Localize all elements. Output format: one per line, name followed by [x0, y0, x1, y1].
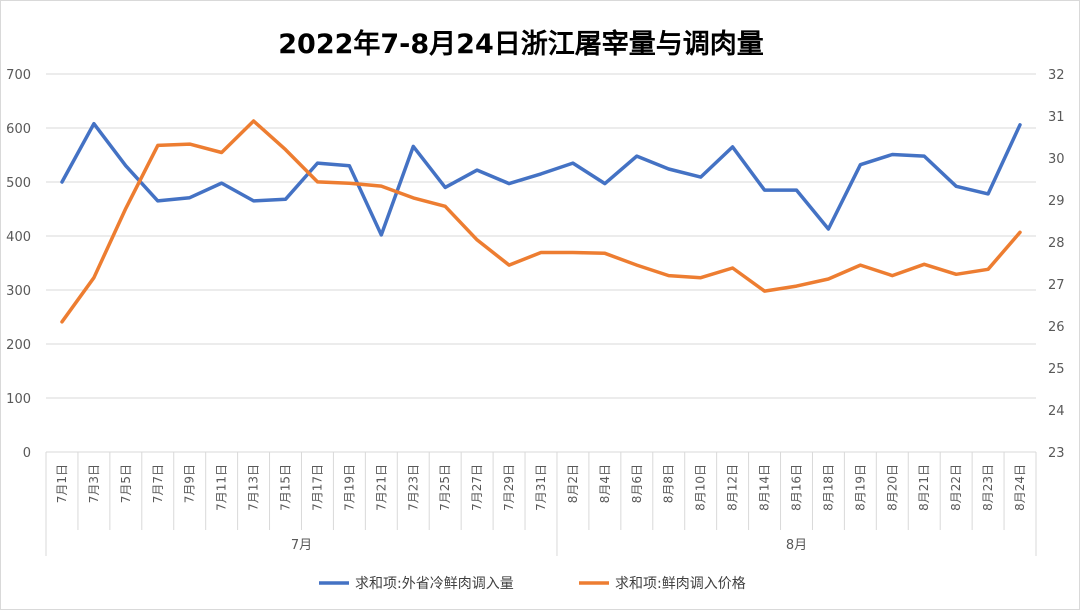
x-tick-label: 7月1日 — [55, 464, 69, 503]
x-group-label: 7月 — [291, 538, 312, 553]
x-tick-label: 7月31日 — [534, 464, 548, 511]
series-layer — [60, 119, 1022, 324]
right-tick-label: 30 — [1048, 152, 1065, 167]
grid-lines — [46, 73, 1036, 453]
x-tick-label: 7月27日 — [470, 464, 484, 511]
right-tick-label: 29 — [1048, 194, 1065, 209]
x-tick-label: 7月21日 — [374, 464, 388, 511]
x-tick-label: 7月25日 — [438, 464, 452, 511]
right-tick-label: 31 — [1048, 110, 1065, 125]
x-axis: 7月1日 7月3日 7月5日 7月7日 7月9日 7月11日 7月13日 7月15日 7月17日… — [45, 452, 1037, 556]
right-axis-ticks: 23 24 25 26 27 28 29 30 31 32 — [1048, 68, 1065, 461]
x-tick-label: 8月22日 — [949, 464, 963, 511]
x-tick-label: 8月21日 — [917, 464, 931, 511]
series-line-1 — [60, 121, 1022, 237]
x-group-label: 8月 — [786, 538, 807, 553]
series-line-2 — [60, 119, 1022, 324]
right-tick-label: 24 — [1048, 404, 1065, 419]
left-tick-label: 0 — [23, 446, 31, 461]
left-tick-label: 600 — [6, 122, 31, 137]
x-tick-label: 7月5日 — [119, 464, 133, 503]
x-tick-label: 7月17日 — [310, 464, 324, 511]
x-tick-label: 7月7日 — [151, 464, 165, 503]
x-tick-label: 8月19日 — [853, 464, 867, 511]
x-tick-label: 7月13日 — [247, 464, 261, 511]
right-tick-label: 23 — [1048, 446, 1065, 461]
x-tick-label: 7月3日 — [87, 464, 101, 503]
x-tick-label: 7月11日 — [215, 464, 229, 511]
legend-entry: 求和项:鲜肉调入价格 — [615, 576, 746, 592]
x-tick-label: 7月15日 — [279, 464, 293, 511]
left-axis-ticks: 0 100 200 300 400 500 600 700 — [6, 68, 31, 461]
x-tick-label: 7月19日 — [342, 464, 356, 511]
chart-title: 2022年7-8月24日浙江屠宰量与调肉量 — [278, 28, 764, 60]
left-tick-label: 200 — [6, 338, 31, 353]
left-tick-label: 700 — [6, 68, 31, 83]
x-tick-label: 8月24日 — [1013, 464, 1027, 511]
right-tick-label: 26 — [1048, 320, 1065, 335]
x-tick-label: 8月10日 — [694, 464, 708, 511]
x-tick-label: 8月4日 — [598, 464, 612, 503]
left-tick-label: 500 — [6, 176, 31, 191]
x-tick-label: 7月29日 — [502, 464, 516, 511]
right-tick-label: 25 — [1048, 362, 1065, 377]
right-tick-label: 28 — [1048, 236, 1065, 251]
left-tick-label: 400 — [6, 230, 31, 245]
x-tick-label: 8月14日 — [758, 464, 772, 511]
x-tick-label: 8月20日 — [885, 464, 899, 511]
x-tick-label: 8月12日 — [726, 464, 740, 511]
x-tick-label: 8月18日 — [821, 464, 835, 511]
x-tick-label: 7月9日 — [183, 464, 197, 503]
right-tick-label: 27 — [1048, 278, 1065, 293]
x-tick-label: 7月23日 — [406, 464, 420, 511]
left-tick-label: 300 — [6, 284, 31, 299]
x-tick-label: 8月23日 — [981, 464, 995, 511]
left-tick-label: 100 — [6, 392, 31, 407]
x-tick-label: 8月2日 — [566, 464, 580, 503]
legend: 求和项:外省冷鲜肉调入量 求和项:鲜肉调入价格 — [319, 576, 746, 592]
x-tick-label: 8月8日 — [662, 464, 676, 503]
legend-entry: 求和项:外省冷鲜肉调入量 — [355, 576, 514, 592]
x-tick-label: 8月6日 — [630, 464, 644, 503]
right-tick-label: 32 — [1048, 68, 1065, 83]
x-tick-label: 8月16日 — [789, 464, 803, 511]
